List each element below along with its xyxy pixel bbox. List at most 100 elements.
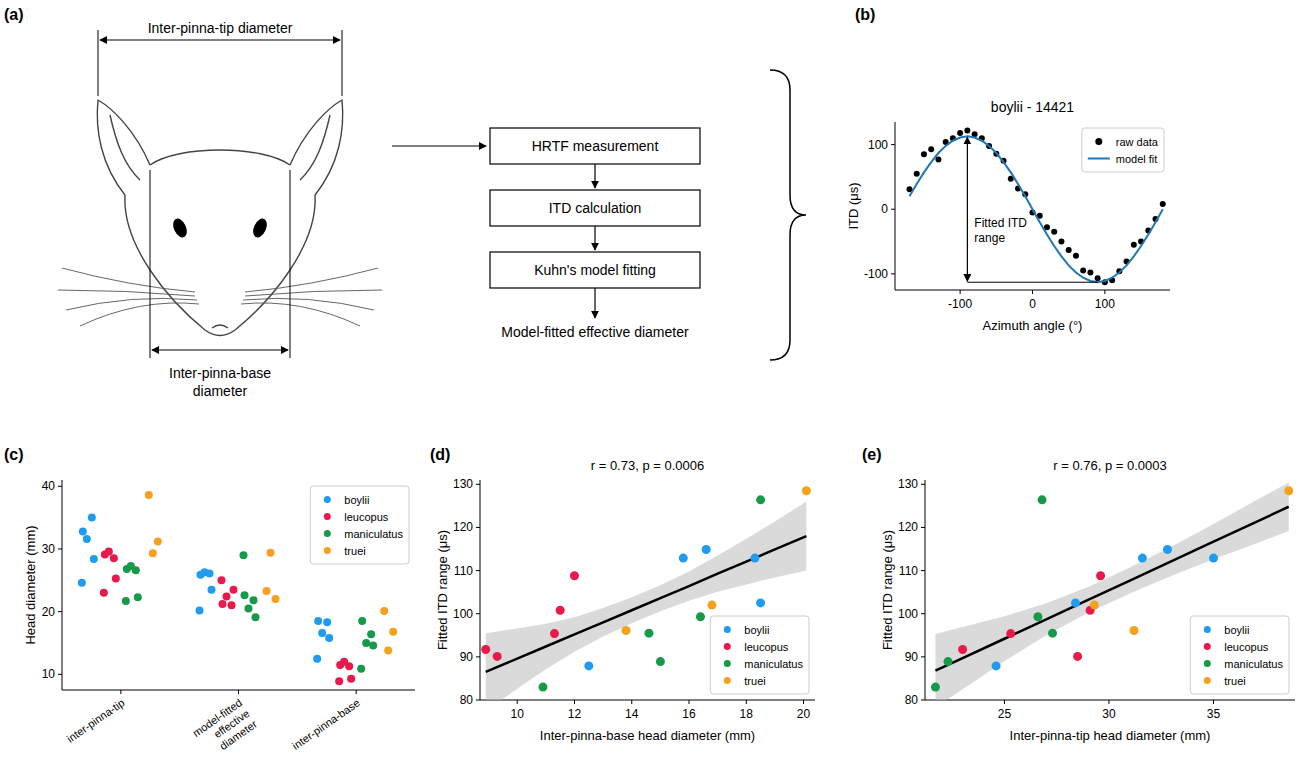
panel-letter: (e) <box>862 446 882 463</box>
panel-letter: (a) <box>4 6 24 23</box>
point <box>149 549 157 557</box>
point <box>1130 626 1139 635</box>
x-tick-label: 20 <box>797 707 811 721</box>
point <box>1051 229 1057 235</box>
legend-marker <box>324 530 331 537</box>
extension-line <box>98 30 99 96</box>
legend-marker <box>724 677 731 684</box>
point <box>79 527 87 535</box>
point <box>935 156 941 162</box>
chart-title: r = 0.76, p = 0.0003 <box>1053 458 1166 473</box>
mouse-eye <box>170 216 189 239</box>
y-tick-label: 10 <box>42 667 56 681</box>
point <box>584 661 593 670</box>
flow-box <box>490 128 700 164</box>
point <box>756 495 765 504</box>
point <box>707 601 716 610</box>
y-axis-line <box>62 480 63 690</box>
point <box>696 612 705 621</box>
y-tick <box>58 674 62 675</box>
legend-label: truei <box>1224 675 1245 687</box>
point <box>702 545 711 554</box>
plot-area <box>906 127 1165 285</box>
dimension-label: Inter-pinna-base diameter <box>169 365 271 399</box>
x-axis-title: Inter-pinna-base head diameter (mm) <box>540 728 755 743</box>
point <box>78 579 86 587</box>
x-tick <box>960 290 961 294</box>
x-tick-label: 0 <box>1029 297 1036 311</box>
legend: raw datamodel fit <box>1082 128 1164 172</box>
y-tick-label: 40 <box>42 479 56 493</box>
panel-c: 10203040Head diameter (mm)inter-pinna-ti… <box>23 479 415 760</box>
x-tick <box>1213 700 1214 704</box>
y-tick-label: 110 <box>454 564 473 578</box>
x-tick-label: 10 <box>511 707 525 721</box>
whisker <box>80 303 199 326</box>
legend-marker <box>1204 643 1211 650</box>
text-line: range <box>974 231 1005 245</box>
x-axis-line <box>925 700 1295 701</box>
point <box>230 586 238 594</box>
y-tick-label: -100 <box>864 267 888 281</box>
point <box>1073 253 1079 259</box>
point <box>958 645 967 654</box>
legend-label: maniculatus <box>744 658 803 670</box>
chart-title: boylii - 14421 <box>991 99 1074 115</box>
legend-label: maniculatus <box>1224 658 1283 670</box>
legend-label: maniculatus <box>344 528 403 540</box>
flow-step: Kuhn's model fitting <box>534 262 656 278</box>
x-tick <box>1004 700 1005 704</box>
y-tick <box>921 484 925 485</box>
point <box>964 127 970 133</box>
x-tick-label: inter-pinna-base <box>290 696 362 751</box>
extension-line <box>290 170 291 358</box>
legend-marker <box>724 643 731 650</box>
y-tick <box>58 548 62 549</box>
point <box>263 587 271 595</box>
y-axis-title: Fitted ITD range (μs) <box>880 530 895 650</box>
point <box>1163 545 1172 554</box>
point <box>145 491 153 499</box>
mouse-outline <box>150 150 290 165</box>
point <box>380 607 388 615</box>
y-tick <box>891 273 895 274</box>
y-tick <box>921 656 925 657</box>
point <box>656 657 665 666</box>
point <box>196 606 204 614</box>
point <box>100 589 108 597</box>
text-line: diameter <box>193 383 248 399</box>
x-tick <box>574 700 575 704</box>
flow-arrow <box>594 164 595 188</box>
plot-area <box>931 483 1293 700</box>
flow-step: HRTF measurement <box>532 138 659 154</box>
point <box>357 665 365 673</box>
x-tick-label: 100 <box>1095 297 1115 311</box>
legend-marker <box>724 660 731 667</box>
point <box>325 634 333 642</box>
panel-a: Inter-pinna-tip diameterInter-pinna-base… <box>58 20 806 399</box>
text-line: Inter-pinna-base <box>169 365 271 381</box>
y-tick <box>921 527 925 528</box>
point <box>219 600 227 608</box>
point <box>1090 601 1099 610</box>
x-tick-label: 16 <box>682 707 696 721</box>
plot-area <box>78 491 397 685</box>
y-tick-label: 80 <box>905 693 919 707</box>
point <box>83 535 91 543</box>
whisker <box>58 290 195 296</box>
x-tick-label: -100 <box>948 297 972 311</box>
legend-marker <box>1095 138 1102 145</box>
legend-label: leucopus <box>744 641 789 653</box>
x-tick-label: 35 <box>1207 707 1221 721</box>
annotation: Fitted ITDrange <box>974 216 1027 245</box>
fit-line <box>909 136 1162 282</box>
point <box>267 549 275 557</box>
brace <box>770 70 806 360</box>
legend-label: model fit <box>1116 153 1158 165</box>
y-tick <box>476 613 480 614</box>
legend-label: leucopus <box>344 511 389 523</box>
point <box>318 629 326 637</box>
panel-b: boylii - 14421-1000100ITD (μs)-1000100Az… <box>846 99 1170 333</box>
point <box>154 537 162 545</box>
point <box>750 554 759 563</box>
